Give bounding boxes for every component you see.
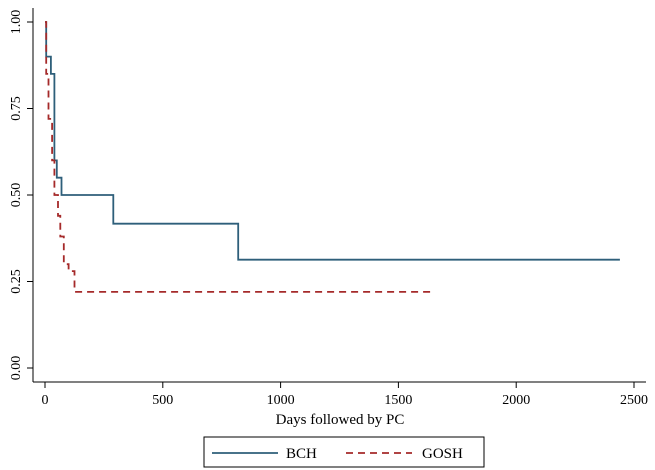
x-tick-label: 0 [42, 393, 49, 408]
y-tick-label: 1.00 [9, 10, 24, 35]
series-line-gosh [45, 21, 432, 293]
legend-box [203, 436, 485, 468]
legend: BCH GOSH [203, 436, 485, 468]
x-ticks: 0 500 1000 1500 2000 2500 [42, 382, 648, 408]
series-layer [45, 21, 620, 293]
y-tick-label: 0.25 [9, 269, 24, 294]
x-tick-label: 2500 [620, 393, 648, 408]
x-axis-label: Days followed by PC [276, 412, 405, 428]
x-tick-label: 500 [152, 393, 173, 408]
y-tick-label: 0.00 [9, 356, 24, 381]
series-line-bch [45, 21, 620, 261]
x-tick-label: 1500 [384, 393, 412, 408]
legend-label-gosh: GOSH [422, 446, 463, 462]
y-tick-label: 0.50 [9, 183, 24, 208]
legend-label-bch: BCH [286, 446, 317, 462]
x-tick-label: 1000 [267, 393, 295, 408]
y-ticks: 0.00 0.25 0.50 0.75 1.00 [9, 10, 33, 381]
x-tick-label: 2000 [502, 393, 530, 408]
plot-area: 0.00 0.25 0.50 0.75 1.00 0 500 1000 1500 2000 250… [9, 8, 648, 408]
y-tick-label: 0.75 [9, 96, 24, 121]
